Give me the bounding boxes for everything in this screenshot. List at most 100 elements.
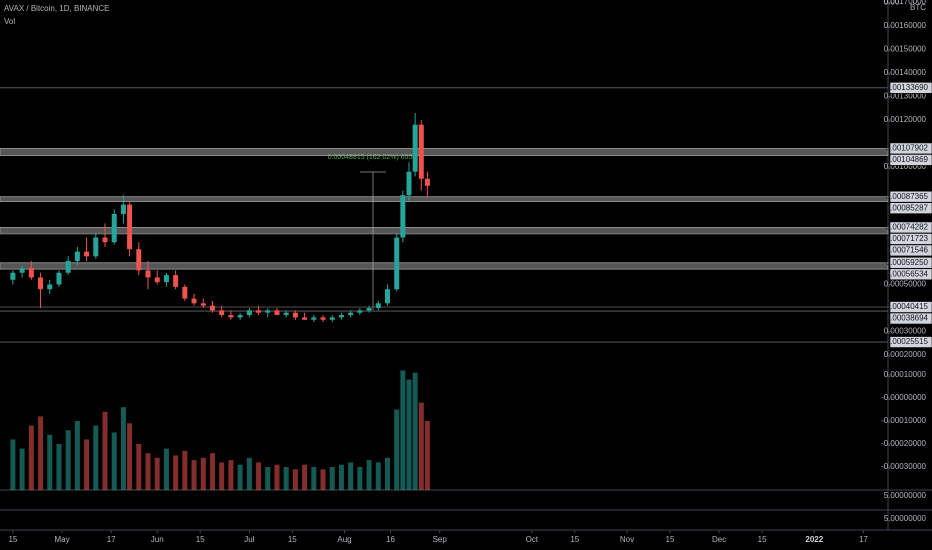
y-tick-label: 0.00150000 <box>884 45 927 54</box>
candle-body <box>406 171 412 196</box>
candle-body <box>348 312 354 316</box>
volume-bar <box>28 425 34 490</box>
volume-bar <box>74 421 80 490</box>
level-label-box <box>889 268 932 281</box>
zone-band <box>0 196 889 202</box>
y-tick-label: 0.00170000 <box>884 0 927 6</box>
candle-body <box>145 270 151 278</box>
y-tick-label: 0.00160000 <box>884 21 927 30</box>
volume-bar <box>302 464 308 490</box>
volume-bar <box>19 448 25 490</box>
y-tick-label: 0.00140000 <box>884 68 927 77</box>
candle-body <box>219 310 225 316</box>
volume-bar <box>56 444 62 490</box>
level-label-box <box>889 256 932 269</box>
volume-bar <box>375 462 381 490</box>
candle-body <box>357 310 363 313</box>
x-tick-label: Aug <box>337 535 351 544</box>
volume-bar <box>154 457 160 490</box>
y-tick-label: 0.00130000 <box>884 92 927 101</box>
x-tick-label: 16 <box>386 535 395 544</box>
x-tick-label: 15 <box>666 535 675 544</box>
candle-body <box>28 268 34 278</box>
volume-tick-label: -0.00030000 <box>881 462 926 471</box>
candle-body <box>311 317 317 320</box>
volume-bar <box>10 439 16 490</box>
volume-bar <box>283 467 289 490</box>
candle-body <box>163 275 169 283</box>
volume-bar <box>329 467 335 490</box>
unit-box <box>900 0 932 14</box>
candle-body <box>65 261 71 273</box>
x-tick-label: 2022 <box>805 535 823 544</box>
volume-bar <box>424 421 430 490</box>
zone-band <box>0 262 889 270</box>
y-tick-label: 0.00050000 <box>884 280 927 289</box>
level-label: 0.00107902 <box>886 144 929 153</box>
volume-tick-label: 0.00010000 <box>884 370 927 379</box>
level-label-box <box>889 336 932 348</box>
candle-body <box>191 298 197 304</box>
level-label: 0.00071546 <box>886 246 929 255</box>
level-label: 0.00038694 <box>886 314 929 323</box>
volume-bar <box>38 416 44 490</box>
volume-bar <box>93 425 99 490</box>
volume-bar <box>385 457 391 490</box>
volume-title: Vol <box>4 17 15 26</box>
x-tick-label: Jul <box>244 535 254 544</box>
measure-label: 0.00048815 (162.02%) 6551 <box>328 154 417 161</box>
candle-body <box>102 237 108 243</box>
candle-body <box>375 303 381 309</box>
level-label-box <box>889 190 932 203</box>
volume-bar <box>120 407 126 490</box>
candle-body <box>265 310 271 313</box>
candle-body <box>338 315 344 318</box>
volume-tick-label: -0.00010000 <box>881 416 926 425</box>
x-tick-label: 15 <box>196 535 205 544</box>
x-tick-label: 15 <box>288 535 297 544</box>
volume-bar <box>163 448 169 490</box>
chart-title: AVAX / Bitcoin, 1D, BINANCE <box>4 4 110 13</box>
level-label-box <box>889 221 932 234</box>
candle-body <box>320 317 326 320</box>
volume-bar <box>127 423 133 490</box>
candle-body <box>56 272 62 285</box>
candle-body <box>385 289 391 304</box>
candle-body <box>274 310 280 316</box>
level-label: 0.00133690 <box>886 83 929 92</box>
volume-bar <box>274 464 280 490</box>
candle-body <box>329 317 335 320</box>
candle-body <box>127 204 133 250</box>
x-tick-label: 15 <box>758 535 767 544</box>
candle-body <box>84 251 90 257</box>
level-label-box <box>889 233 932 245</box>
level-label: 0.00104869 <box>886 155 929 164</box>
volume-bar <box>348 462 354 490</box>
candle-body <box>154 277 160 283</box>
volume-bar <box>200 457 206 490</box>
x-tick-label: Dec <box>712 535 726 544</box>
price-unit: BTC <box>910 3 926 12</box>
volume-bar <box>84 439 90 490</box>
bottom-pane-label: 5.00000000 <box>884 514 927 523</box>
level-label: 0.00059250 <box>886 258 929 267</box>
candle-body <box>237 315 243 318</box>
candle-body <box>74 251 80 262</box>
y-tick-label: 0.00030000 <box>884 327 927 336</box>
zone-band <box>0 227 889 235</box>
candle-body <box>400 195 406 238</box>
volume-bar <box>292 469 298 490</box>
volume-bar <box>182 450 188 490</box>
candle-body <box>366 308 372 311</box>
candle-body <box>19 268 25 273</box>
candle-body <box>209 305 215 311</box>
candle-body <box>93 237 99 257</box>
level-label-box <box>889 312 932 325</box>
x-tick-label: 15 <box>8 535 17 544</box>
x-tick-label: May <box>54 535 69 544</box>
volume-bar <box>357 467 363 490</box>
candle-body <box>292 312 298 318</box>
volume-tick-label: -0.00000000 <box>881 393 926 402</box>
volume-bar <box>400 370 406 490</box>
level-label: 0.00071723 <box>886 234 929 243</box>
